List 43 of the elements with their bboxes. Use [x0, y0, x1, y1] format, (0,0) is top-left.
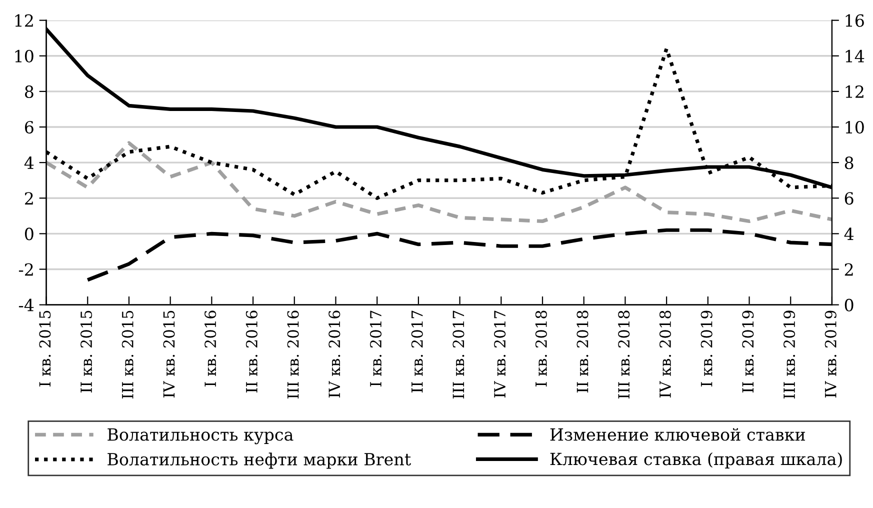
x-tick-label: III кв. 2015 — [122, 310, 134, 399]
y-tick-label: -4 — [18, 298, 34, 312]
x-tick-label: I кв. 2016 — [204, 310, 216, 386]
x-tick-label: II кв. 2015 — [80, 310, 92, 392]
x-tick-label: III кв. 2019 — [783, 310, 796, 399]
y2-tick-label: 4 — [844, 228, 854, 240]
x-tick-label: IV кв. 2015 — [163, 310, 175, 398]
y2-tick-label: 10 — [846, 120, 864, 134]
x-tick-label: II кв. 2018 — [576, 310, 588, 392]
y-tick-label: -2 — [18, 263, 33, 276]
x-tick-label: II кв. 2016 — [246, 310, 258, 392]
legend-label: Волатильность нефти марки Brent — [108, 452, 411, 469]
x-tick-label: IV кв. 2017 — [494, 310, 506, 398]
y2-tick-label: 12 — [846, 85, 864, 98]
x-tick-label: IV кв. 2016 — [328, 310, 340, 398]
y2-tick-label: 14 — [846, 50, 864, 62]
y-tick-label: 8 — [24, 85, 34, 98]
line-series — [46, 141, 832, 224]
x-tick-label: II кв. 2017 — [411, 310, 423, 392]
x-tick-label: IV кв. 2019 — [824, 310, 836, 398]
x-tick-label: I кв. 2015 — [39, 310, 51, 386]
y-tick-label: 4 — [24, 156, 34, 169]
y2-tick-label: 2 — [844, 263, 853, 276]
y2-tick-label: 8 — [844, 156, 854, 170]
y2-tick-label: 0 — [844, 298, 854, 312]
x-tick-label: III кв. 2016 — [287, 310, 299, 399]
legend-label: Изменение ключевой ставки — [550, 428, 805, 441]
x-tick-label: I кв. 2018 — [535, 310, 547, 386]
x-tick-label: III кв. 2017 — [452, 310, 464, 399]
x-tick-label: I кв. 2019 — [700, 310, 712, 386]
x-tick-label: I кв. 2017 — [370, 310, 382, 386]
y-tick-label: 2 — [24, 192, 33, 204]
y-tick-label: 6 — [24, 120, 34, 134]
y2-tick-label: 6 — [844, 192, 854, 205]
legend-label: Ключевая ставка (правая шкала) — [550, 452, 842, 468]
y-tick-label: 0 — [24, 228, 34, 240]
x-tick-label: IV кв. 2018 — [659, 310, 671, 398]
y2-tick-label: 16 — [846, 14, 864, 27]
y-tick-label: 12 — [15, 14, 33, 27]
legend-label: Волатильность курса — [108, 428, 294, 444]
y-tick-label: 10 — [15, 50, 34, 62]
x-tick-label: II кв. 2019 — [742, 310, 754, 392]
x-tick-label: III кв. 2018 — [618, 310, 630, 399]
